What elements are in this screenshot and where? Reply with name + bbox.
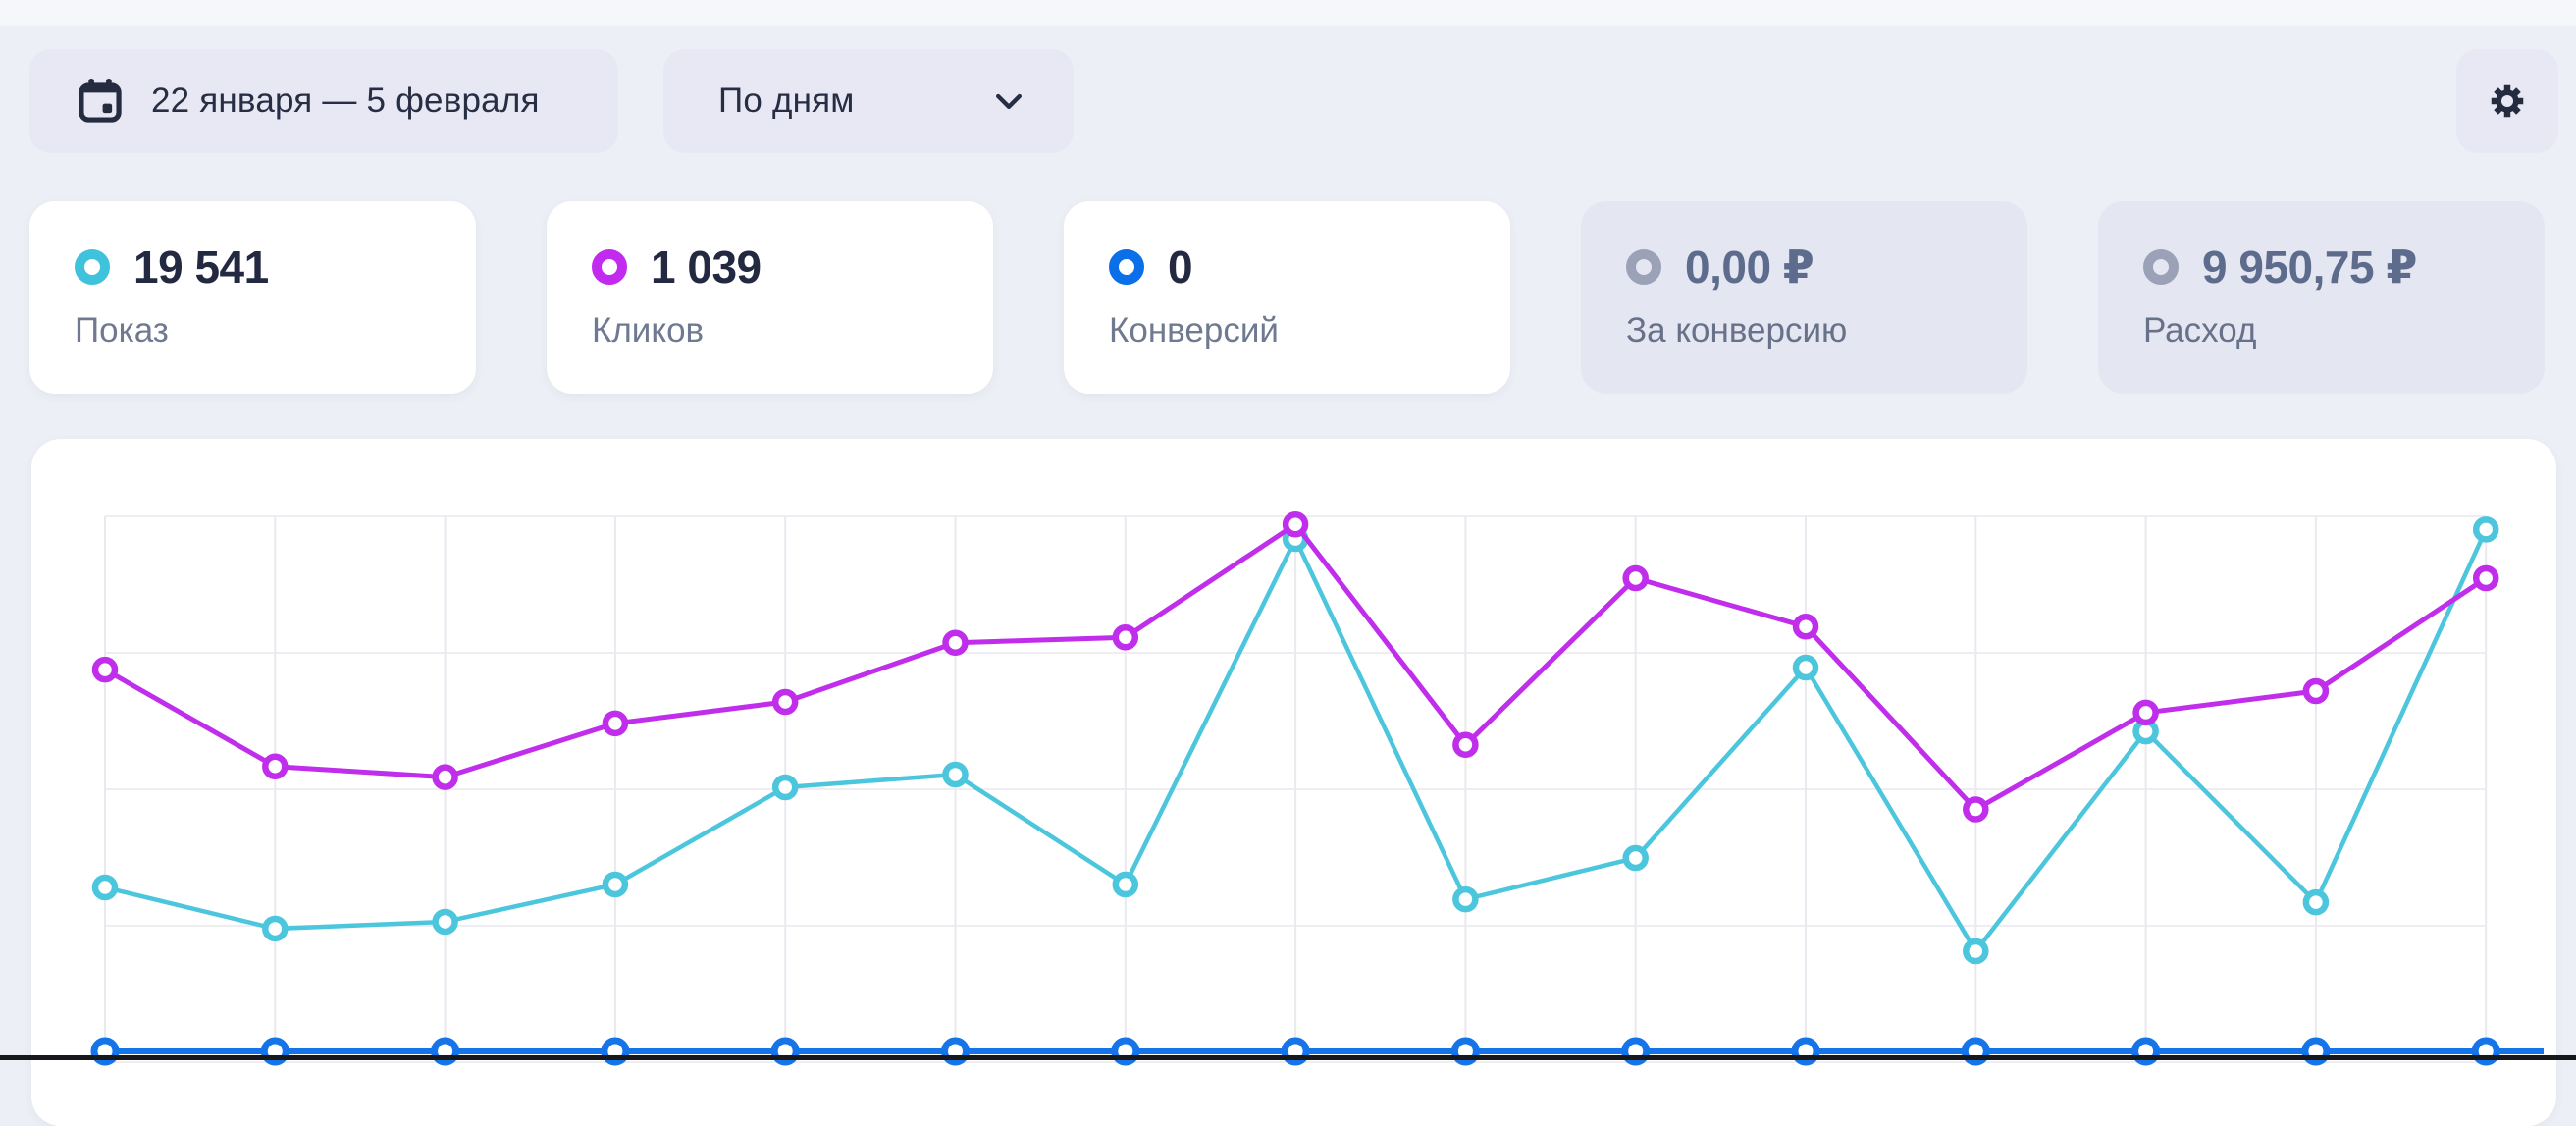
metric-label: Показ <box>75 311 169 349</box>
metric-value: 19 541 <box>133 241 269 293</box>
metric-label: Кликов <box>592 311 705 349</box>
impressions-ring-icon <box>75 249 110 285</box>
metric-card-spend[interactable]: 9 950,75 ₽ Расход <box>2098 201 2545 394</box>
chevron-down-icon <box>996 93 1022 110</box>
conversions-ring-icon <box>1109 249 1144 285</box>
metric-value: 1 039 <box>651 241 762 293</box>
date-range-button[interactable]: 22 января — 5 февраля <box>29 49 618 153</box>
granularity-select[interactable]: По дням <box>663 49 1074 153</box>
metric-value: 9 950,75 ₽ <box>2202 241 2417 293</box>
calendar-icon <box>79 79 122 123</box>
bottom-bar <box>0 1055 2576 1060</box>
gear-icon <box>2491 84 2524 118</box>
spend-ring-icon <box>2143 249 2179 285</box>
metric-label: За конверсию <box>1626 311 1848 349</box>
chart-card <box>31 439 2556 1126</box>
metric-card-impressions[interactable]: 19 541 Показ <box>29 201 476 394</box>
chart-canvas <box>90 510 2544 1066</box>
metric-card-cost-per-conversion[interactable]: 0,00 ₽ За конверсию <box>1581 201 2027 394</box>
settings-button[interactable] <box>2456 49 2558 153</box>
granularity-label: По дням <box>718 81 855 120</box>
metric-label: Конверсий <box>1109 311 1279 349</box>
cost-per-conversion-ring-icon <box>1626 249 1661 285</box>
metric-card-clicks[interactable]: 1 039 Кликов <box>547 201 993 394</box>
date-range-label: 22 января — 5 февраля <box>151 81 540 120</box>
top-strip <box>0 0 2576 26</box>
clicks-ring-icon <box>592 249 627 285</box>
metric-card-conversions[interactable]: 0 Конверсий <box>1064 201 1510 394</box>
metric-value: 0 <box>1168 241 1193 293</box>
metric-value: 0,00 ₽ <box>1685 241 1814 293</box>
metric-label: Расход <box>2143 311 2257 349</box>
